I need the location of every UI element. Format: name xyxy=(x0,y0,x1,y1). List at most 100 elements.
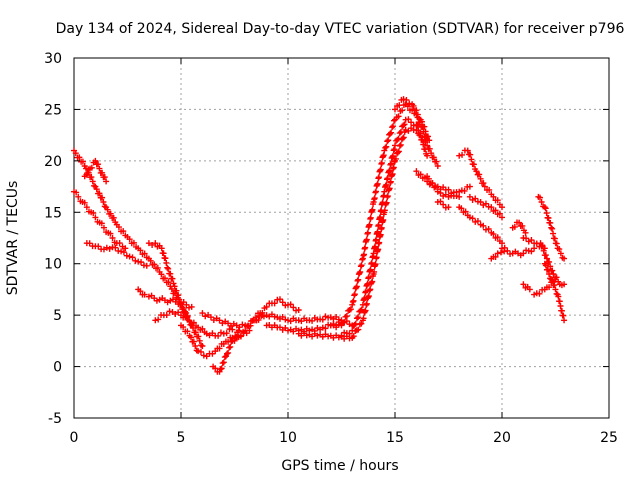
data-point xyxy=(469,215,476,222)
data-point xyxy=(445,204,452,211)
data-point xyxy=(358,262,365,269)
data-point xyxy=(401,121,408,128)
data-point xyxy=(396,130,403,137)
data-point xyxy=(408,119,415,126)
x-axis-label: GPS time / hours xyxy=(281,458,398,474)
data-point xyxy=(511,223,518,230)
data-point xyxy=(242,327,249,334)
data-point xyxy=(357,268,364,275)
data-point xyxy=(539,243,546,250)
data-point xyxy=(104,206,111,213)
data-point xyxy=(100,199,107,205)
data-point xyxy=(224,350,231,357)
data-point xyxy=(492,207,499,214)
data-point xyxy=(382,144,389,151)
data-point xyxy=(229,326,236,333)
data-point xyxy=(362,307,369,314)
x-tick-label: 15 xyxy=(386,430,404,446)
series-sat-w xyxy=(456,147,505,211)
series-sat-d xyxy=(83,240,150,269)
data-point xyxy=(357,307,364,314)
data-point xyxy=(183,309,190,316)
series-sat-ad xyxy=(520,281,533,293)
data-point xyxy=(378,224,385,231)
data-point xyxy=(184,328,191,335)
x-tick-label: 25 xyxy=(600,430,618,446)
data-point xyxy=(375,174,382,181)
data-point xyxy=(549,267,556,274)
series-sat-g xyxy=(145,292,195,311)
data-point xyxy=(520,281,527,288)
data-point xyxy=(390,164,397,171)
data-point xyxy=(477,175,484,182)
data-point xyxy=(338,332,345,339)
data-point xyxy=(351,321,358,328)
data-point xyxy=(187,334,194,341)
data-point xyxy=(464,147,471,154)
data-point xyxy=(180,305,187,312)
data-point xyxy=(384,138,391,145)
data-point xyxy=(199,325,206,332)
data-point xyxy=(163,259,170,266)
data-point xyxy=(164,264,171,271)
series-sat-ah xyxy=(541,260,568,324)
data-point xyxy=(83,171,90,178)
data-point xyxy=(180,324,187,331)
data-point xyxy=(96,190,103,197)
data-point xyxy=(403,96,410,103)
data-point xyxy=(414,111,421,118)
data-point xyxy=(381,207,388,214)
data-point xyxy=(499,214,505,221)
data-point xyxy=(360,315,367,322)
data-point xyxy=(215,332,222,339)
data-point xyxy=(459,151,466,158)
data-point xyxy=(346,330,353,337)
data-point xyxy=(413,127,420,133)
data-point xyxy=(561,281,568,288)
data-point xyxy=(547,219,554,226)
data-point xyxy=(425,133,432,140)
data-point xyxy=(353,315,360,322)
data-point xyxy=(537,240,544,247)
data-point xyxy=(561,317,568,324)
data-point xyxy=(426,137,433,144)
data-point xyxy=(410,102,417,109)
data-point xyxy=(461,187,468,194)
data-point xyxy=(433,184,440,191)
data-point xyxy=(555,293,562,300)
data-point xyxy=(217,366,224,373)
data-point xyxy=(110,214,117,221)
data-point xyxy=(100,224,107,231)
data-point xyxy=(372,243,379,250)
data-point xyxy=(355,276,362,283)
y-tick-label: 20 xyxy=(44,154,62,170)
data-point xyxy=(169,275,176,282)
data-point xyxy=(437,190,444,196)
data-point xyxy=(377,231,384,238)
data-point xyxy=(373,236,380,243)
series-sat-s xyxy=(392,96,433,144)
x-tick-label: 20 xyxy=(493,430,511,446)
data-point xyxy=(396,142,403,149)
data-point xyxy=(79,158,86,165)
data-point xyxy=(170,280,177,287)
data-point xyxy=(392,155,399,162)
data-point xyxy=(279,299,286,306)
data-point xyxy=(290,304,297,311)
series-sat-ab xyxy=(509,219,529,236)
data-point xyxy=(182,313,189,320)
data-point xyxy=(175,309,182,316)
axis-ticks: 0 5 10 15 20 25 -5 0 5 10 15 20 25 30 xyxy=(44,51,618,446)
data-point xyxy=(523,235,530,242)
data-point xyxy=(546,284,553,291)
series-sat-v xyxy=(434,198,452,211)
data-point xyxy=(126,236,133,243)
data-point xyxy=(556,246,563,253)
series-sat-u xyxy=(424,173,473,200)
data-point xyxy=(395,113,402,120)
data-point xyxy=(101,203,108,210)
data-point xyxy=(425,175,432,182)
data-point xyxy=(383,199,390,206)
data-point xyxy=(396,102,403,109)
